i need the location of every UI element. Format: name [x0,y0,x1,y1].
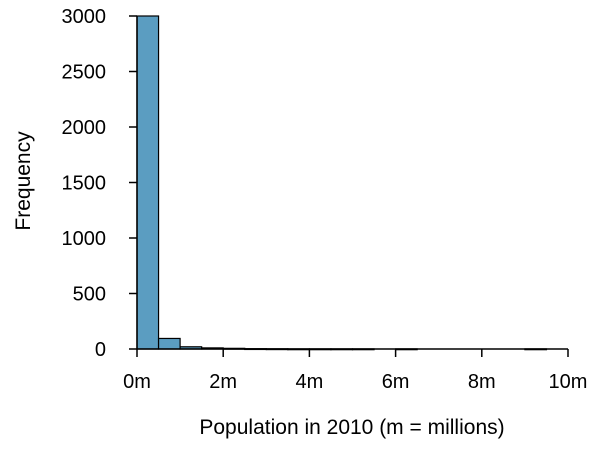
x-tick-label-5: 10m [549,371,588,393]
y-tick-label-4: 2000 [62,117,107,139]
y-tick-label-2: 1000 [62,228,107,250]
x-tick-label-0: 0m [123,371,151,393]
x-tick-label-3: 6m [382,371,410,393]
histogram-bar-1 [157,337,181,350]
y-tick-label-0: 0 [95,339,106,361]
x-tick-label-4: 8m [468,371,496,393]
histogram-bars [136,15,548,351]
y-tick-label-6: 3000 [62,6,107,28]
y-axis: 0 500 1000 1500 2000 2500 3000 [62,6,138,361]
y-tick-label-5: 2500 [62,62,107,84]
y-tick-label-1: 500 [73,284,106,306]
x-axis-title: Population in 2010 (m = millions) [199,416,504,439]
x-tick-label-2: 4m [296,371,324,393]
y-tick-label-3: 1500 [62,173,107,195]
y-axis-title: Frequency [12,131,35,231]
histogram-bar-0 [136,15,160,350]
x-axis: 0m 2m 4m 6m 8m 10m [123,348,588,393]
x-tick-label-1: 2m [209,371,237,393]
